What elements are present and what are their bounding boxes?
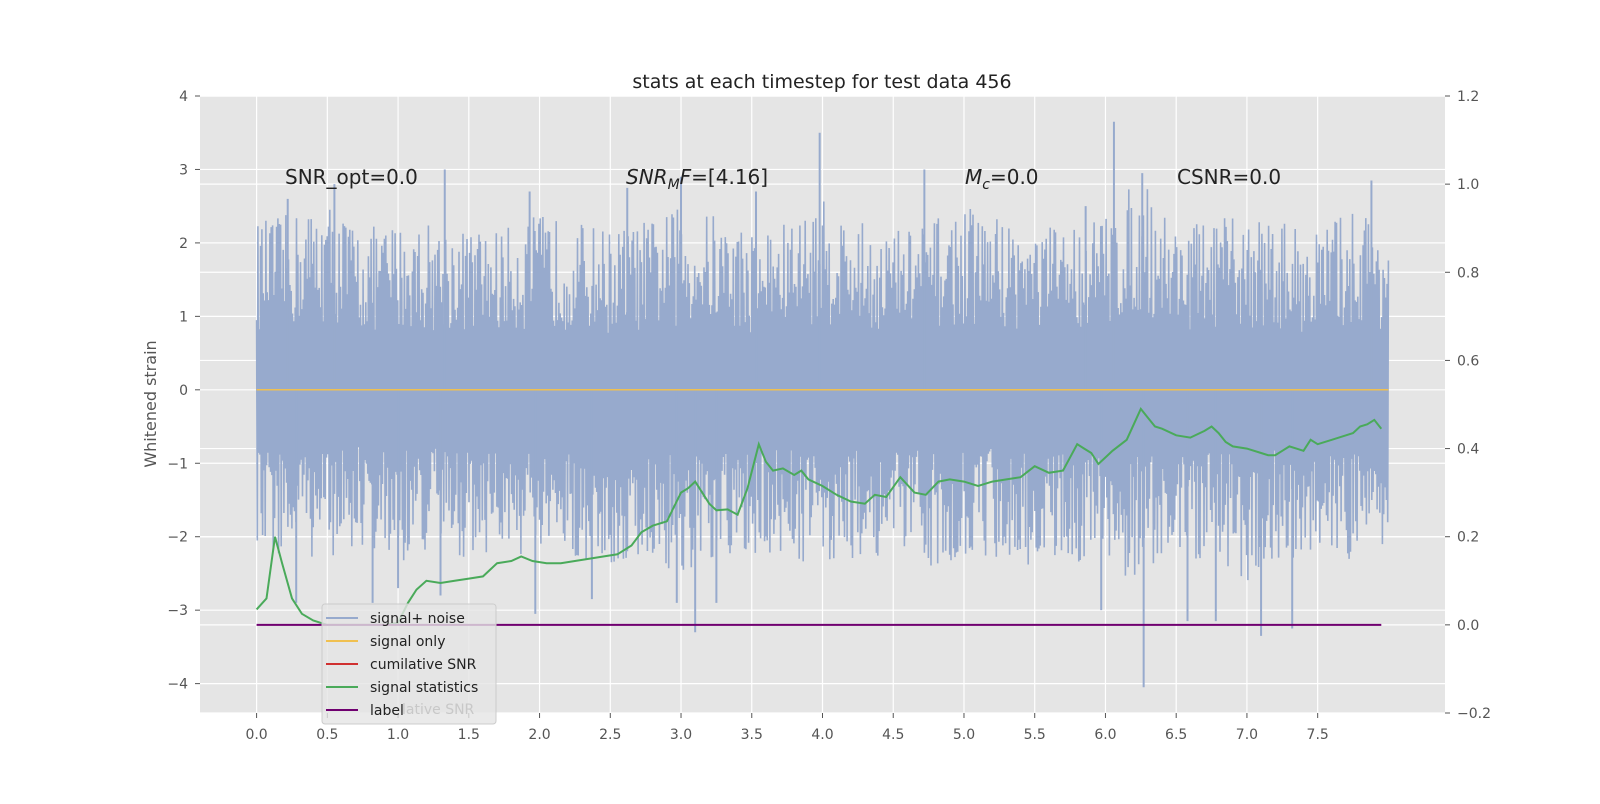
annotation-snr-mf-main: SNR (626, 165, 668, 189)
x-tick-label: 5.5 (1024, 727, 1046, 743)
y-tick-label: −2 (167, 530, 188, 546)
annotation-snr-opt: SNR_opt=0.0 (285, 165, 418, 189)
y-tick-label: 3 (179, 162, 188, 178)
y2-tick-label: 0.6 (1457, 353, 1479, 369)
legend-label-label: label (370, 703, 404, 719)
y-tick-label: 4 (179, 89, 188, 105)
x-tick-label: 6.5 (1165, 727, 1187, 743)
annotation-mc-subscript: c (982, 177, 990, 193)
x-tick-label: 5.0 (953, 727, 975, 743)
signal-plus-noise-series (255, 121, 1390, 688)
annotation-snr-mf-suffix: F=[4.16] (680, 165, 768, 189)
x-tick-label: 0.5 (316, 727, 338, 743)
x-tick-label: 4.5 (882, 727, 904, 743)
y-tick-label: −4 (167, 677, 188, 693)
legend-label-signal-statistics: signal statistics (370, 680, 478, 696)
annotation-mc: Mc=0.0 (965, 165, 1039, 193)
y-tick-label: 2 (179, 236, 188, 252)
x-tick-label: 0.0 (245, 727, 267, 743)
legend-ghost-text: lative SNR (402, 702, 475, 718)
x-tick-label: 3.0 (670, 727, 692, 743)
y-tick-label: 1 (179, 309, 188, 325)
annotations: SNR_opt=0.0 SNRMF=[4.16] Mc=0.0 CSNR=0.0 (285, 165, 1281, 193)
legend-label-signal-noise: signal+ noise (370, 611, 465, 627)
x-tick-label: 7.0 (1236, 727, 1258, 743)
y-axis-label: Whitened strain (141, 340, 160, 467)
x-tick-label: 2.0 (528, 727, 550, 743)
x-tick-label: 1.5 (458, 727, 480, 743)
legend: lative SNR signal+ noise signal only cumila… (321, 603, 497, 725)
legend-label-cumilative-snr: cumilative SNR (370, 657, 477, 673)
y-tick-label: −3 (167, 603, 188, 619)
annotation-csnr-main: CSNR=0.0 (1177, 165, 1281, 189)
signal-statistics-line (255, 407, 1383, 626)
y2-tick-label: 0.8 (1457, 265, 1479, 281)
y-tick-label: 0 (179, 383, 188, 399)
chart-title: stats at each timestep for test data 456 (632, 71, 1011, 93)
legend-label-signal-only: signal only (370, 634, 445, 650)
legend-box (321, 603, 497, 725)
x-tick-label: 1.0 (387, 727, 409, 743)
annotation-mc-main: M (965, 165, 982, 189)
y2-tick-label: 1.2 (1457, 89, 1479, 105)
x-tick-label: 2.5 (599, 727, 621, 743)
annotation-snr-mf-subscript: M (668, 177, 680, 193)
annotation-snr-opt-main: SNR_opt=0.0 (285, 165, 418, 189)
x-tick-label: 7.5 (1307, 727, 1329, 743)
annotation-csnr: CSNR=0.0 (1177, 165, 1281, 189)
annotation-snr-mf: SNRMF=[4.16] (626, 165, 768, 193)
y2-tick-label: −0.2 (1457, 706, 1491, 722)
y-tick-label: −1 (167, 456, 188, 472)
y2-tick-label: 0.0 (1457, 618, 1479, 634)
x-tick-label: 4.0 (811, 727, 833, 743)
x-tick-label: 6.0 (1094, 727, 1116, 743)
annotation-snr-mf-suffix-rest: =[4.16] (691, 165, 768, 189)
y2-tick-label: 0.4 (1457, 442, 1479, 458)
y2-tick-label: 0.2 (1457, 530, 1479, 546)
ticks: 0.0 0.5 1.0 1.5 2.0 2.5 3.0 3.5 4.0 4.5 5.0 5.5 6.0 6… (167, 89, 1491, 743)
x-tick-label: 3.5 (741, 727, 763, 743)
y2-tick-label: 1.0 (1457, 177, 1479, 193)
annotation-snr-mf-suffix-italic: F (680, 165, 692, 189)
annotation-mc-suffix: =0.0 (990, 165, 1039, 189)
